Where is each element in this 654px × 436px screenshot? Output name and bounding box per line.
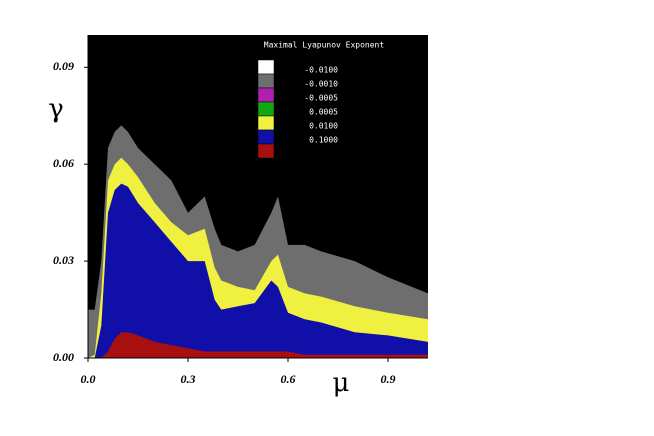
legend-swatch	[257, 101, 275, 117]
y-tick-label: 0.00	[53, 350, 74, 364]
y-tick-label: 0.03	[53, 253, 74, 267]
y-tick-label: 0.09	[53, 59, 74, 73]
x-tick-label: 0.6	[281, 372, 296, 386]
legend-swatch	[257, 59, 275, 75]
x-axis-label: μ	[333, 368, 350, 398]
y-tick-label: 0.06	[53, 156, 74, 170]
legend-label: -0.0010	[304, 80, 338, 89]
y-axis-label: γ	[48, 94, 64, 124]
legend-label: -0.0005	[304, 94, 338, 103]
legend-label: 0.0005	[309, 108, 338, 117]
x-tick-label: 0.9	[381, 372, 396, 386]
legend-label: 0.1000	[309, 136, 338, 145]
x-tick-label: 0.3	[181, 372, 196, 386]
legend-swatch	[257, 143, 275, 159]
region	[88, 332, 428, 358]
legend-swatch	[257, 87, 275, 103]
legend-title: Maximal Lyapunov Exponent	[264, 41, 385, 50]
legend-swatch	[257, 73, 275, 89]
legend-swatch	[257, 115, 275, 131]
region	[88, 183, 428, 358]
legend-label: -0.0100	[304, 66, 338, 75]
legend-swatch	[257, 129, 275, 145]
x-tick-label: 0.0	[81, 372, 96, 386]
legend-label: 0.0100	[309, 122, 338, 131]
